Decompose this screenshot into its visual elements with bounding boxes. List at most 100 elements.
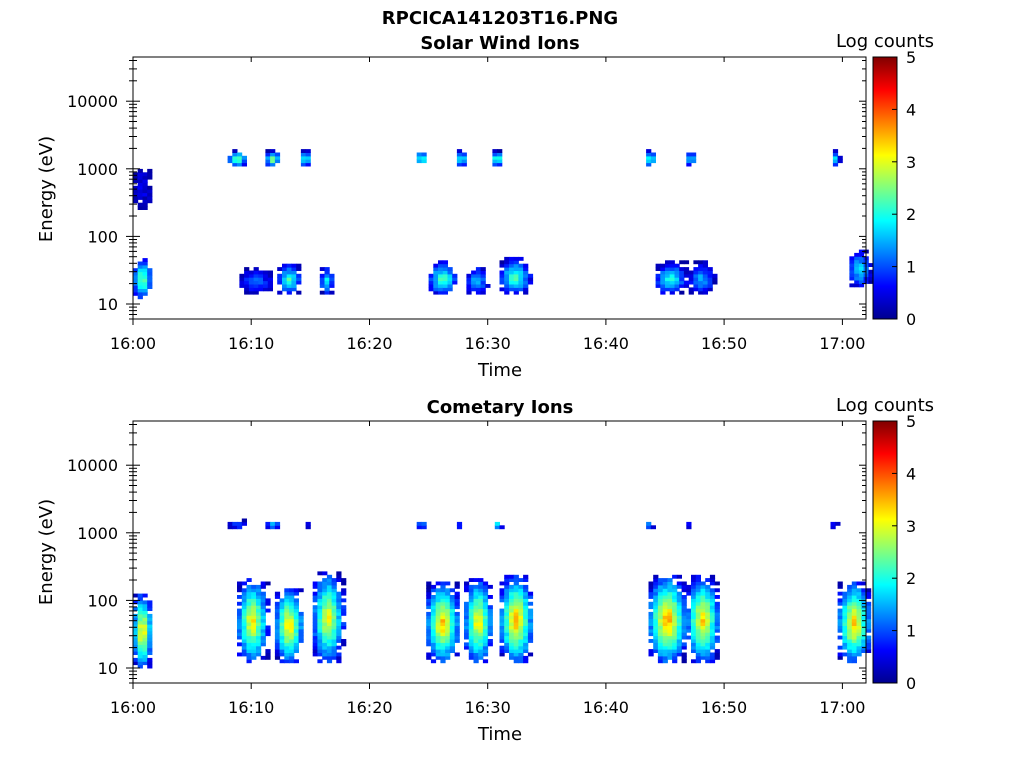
heatmap-cell <box>523 639 529 643</box>
heatmap-cell <box>322 625 328 630</box>
heatmap-cell <box>473 635 479 640</box>
heatmap-cell <box>478 591 484 596</box>
heatmap-cell <box>336 618 342 623</box>
heatmap-cell <box>471 280 477 285</box>
colorbar-tick-label: 2 <box>906 569 916 588</box>
heatmap-cell <box>842 622 848 626</box>
heatmap-cell <box>509 273 515 278</box>
heatmap-cell <box>837 635 843 640</box>
heatmap-cell <box>657 601 664 606</box>
heatmap-cell <box>133 600 139 605</box>
heatmap-cell <box>523 635 529 640</box>
heatmap-cell <box>426 601 432 606</box>
heatmap-cell <box>324 280 330 285</box>
heatmap-cell <box>435 588 441 593</box>
heatmap-cell <box>237 162 243 167</box>
heatmap-cell <box>142 651 148 655</box>
heatmap-cell <box>523 595 529 599</box>
heatmap-cell <box>504 263 510 268</box>
heatmap-cell <box>298 611 304 616</box>
heatmap-cell <box>527 625 534 630</box>
heatmap-cell <box>707 277 713 282</box>
heatmap-cell <box>237 628 243 633</box>
heatmap-cell <box>509 628 515 633</box>
heatmap-cell <box>341 591 347 596</box>
heatmap-cell <box>523 270 529 275</box>
heatmap-cell <box>475 284 482 288</box>
heatmap-cell <box>241 608 247 613</box>
heatmap-cell <box>336 639 342 643</box>
heatmap-cell <box>681 588 687 593</box>
heatmap-cell <box>653 615 659 620</box>
heatmap-cell <box>702 267 708 271</box>
heatmap-cell <box>695 611 701 616</box>
heatmap-cell <box>487 584 493 589</box>
heatmap-cell <box>709 591 716 596</box>
heatmap-cell <box>691 628 697 633</box>
heatmap-cell <box>336 622 342 626</box>
heatmap-cell <box>676 595 682 599</box>
heatmap-cell <box>137 264 143 269</box>
heatmap-cell <box>430 601 437 606</box>
heatmap-cell <box>473 601 479 606</box>
heatmap-cell <box>284 655 290 660</box>
heatmap-cell <box>274 618 281 623</box>
heatmap-cell <box>426 632 432 637</box>
heatmap-cell <box>298 622 304 626</box>
heatmap-cell <box>856 591 862 596</box>
heatmap-cell <box>445 588 451 593</box>
heatmap-cell <box>849 259 855 264</box>
heatmap-cell <box>662 645 668 650</box>
heatmap-cell <box>686 635 692 640</box>
heatmap-cell <box>662 635 668 640</box>
heatmap-cell <box>653 591 659 596</box>
heatmap-cell <box>702 260 708 265</box>
heatmap-cell <box>256 584 262 589</box>
heatmap-cell <box>464 605 470 610</box>
heatmap-cell <box>473 608 479 613</box>
y-axis-label: Energy (eV) <box>36 136 57 242</box>
heatmap-cell <box>331 601 337 606</box>
heatmap-cell <box>523 618 529 623</box>
heatmap-cell <box>714 608 720 613</box>
heatmap-cell <box>648 618 654 623</box>
heatmap-cell <box>866 618 872 623</box>
heatmap-cell <box>698 277 704 282</box>
heatmap-cell <box>669 270 675 275</box>
heatmap-cell <box>681 642 687 647</box>
heatmap-cell <box>707 287 713 292</box>
heatmap-cell <box>326 639 333 643</box>
heatmap-cell <box>440 615 446 620</box>
heatmap-cell <box>688 290 694 295</box>
heatmap-cell <box>442 280 448 285</box>
heatmap-cell <box>487 595 493 599</box>
heatmap-cell <box>449 642 455 647</box>
heatmap-cell <box>499 615 505 620</box>
heatmap-cell <box>683 273 690 278</box>
heatmap-cell <box>133 189 139 194</box>
panel-solar-wind-ions: Solar Wind Ions Log counts 1010010001000… <box>36 31 934 381</box>
heatmap-cell <box>646 159 652 164</box>
heatmap-cell <box>265 628 271 633</box>
heatmap-cell <box>241 162 247 167</box>
heatmap-cell <box>504 273 510 278</box>
heatmap-cell <box>426 588 432 593</box>
heatmap-cell <box>464 642 470 647</box>
colorbar-tick-label: 0 <box>906 674 916 693</box>
heatmap-cell <box>513 611 519 616</box>
heatmap-cell <box>430 605 437 610</box>
heatmap-cell <box>676 601 682 606</box>
heatmap-cell <box>137 182 143 187</box>
heatmap-cell <box>137 175 143 180</box>
heatmap-cell <box>289 611 295 616</box>
heatmap-cell <box>667 642 673 647</box>
heatmap-cell <box>509 645 515 650</box>
x-tick-label: 16:30 <box>465 334 511 353</box>
plot-frame <box>132 420 867 684</box>
heatmap-cell <box>499 260 505 265</box>
heatmap-cell <box>329 277 335 282</box>
heatmap-cell <box>851 598 857 603</box>
heatmap-cell <box>683 280 690 285</box>
heatmap-cell <box>466 284 472 288</box>
heatmap-cell <box>504 574 510 579</box>
